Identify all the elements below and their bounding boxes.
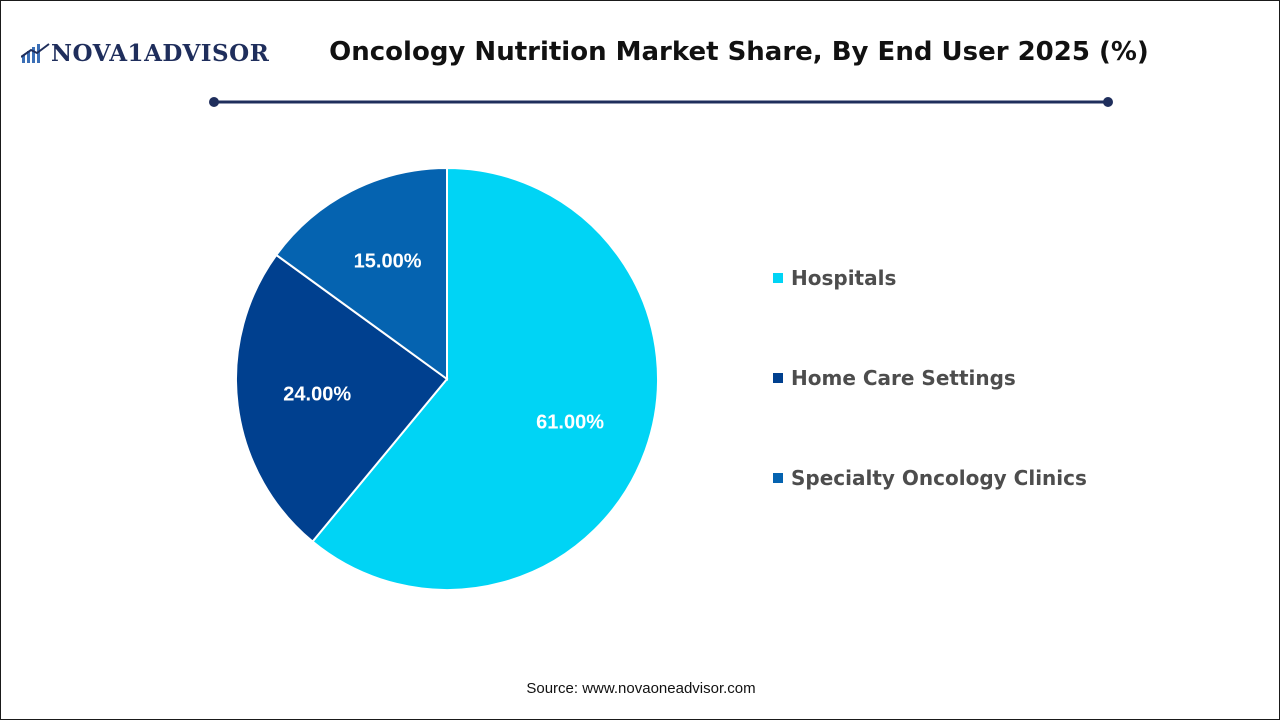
pie-slice-specialty-oncology-clinics: [274, 166, 448, 381]
legend-label-hospitals: Hospitals: [791, 266, 897, 290]
title-divider: [209, 97, 1113, 107]
pie-chart: 61.00% 24.00% 15.00%: [235, 166, 659, 591]
chart-title: Oncology Nutrition Market Share, By End …: [329, 37, 1149, 67]
legend-label-specialty-oncology-clinics: Specialty Oncology Clinics: [791, 466, 1087, 490]
legend-item-hospitals: Hospitals: [773, 263, 1087, 293]
legend-swatch-specialty-oncology-clinics: [773, 473, 783, 483]
legend-swatch-home-care-settings: [773, 373, 783, 383]
pie-slice-home-care-settings: [235, 253, 449, 543]
logo-bars-icon: [21, 43, 50, 63]
brand-logo: NOVA1ADVISOR: [21, 37, 269, 69]
legend-label-home-care-settings: Home Care Settings: [791, 366, 1016, 390]
data-label-home-care-settings: 24.00%: [283, 384, 351, 406]
legend-item-home-care-settings: Home Care Settings: [773, 363, 1087, 393]
pie-slice-hospitals: [311, 166, 659, 591]
data-label-specialty-oncology-clinics: 15.00%: [354, 251, 422, 273]
legend-swatch-hospitals: [773, 273, 783, 283]
legend-item-specialty-oncology-clinics: Specialty Oncology Clinics: [773, 463, 1087, 493]
logo-text: NOVA1ADVISOR: [51, 39, 270, 67]
data-label-hospitals: 61.00%: [536, 412, 604, 434]
source-note: Source: www.novaoneadvisor.com: [526, 680, 756, 697]
legend: Hospitals Home Care Settings Specialty O…: [773, 263, 1087, 563]
